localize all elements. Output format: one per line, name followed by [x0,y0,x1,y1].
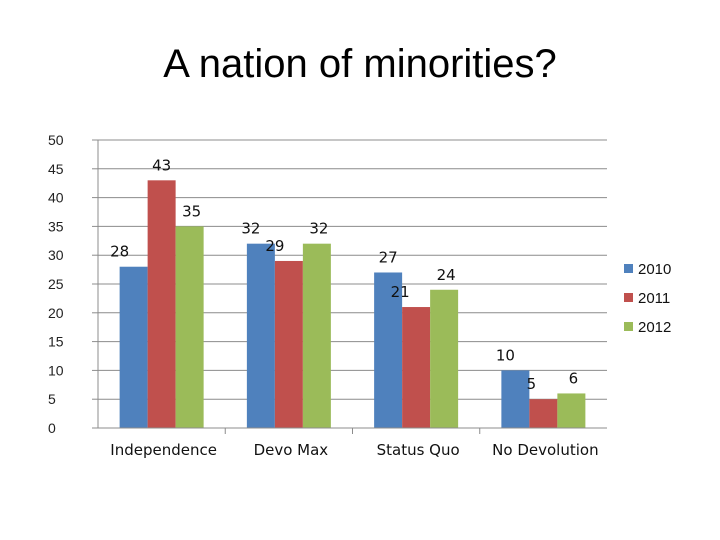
bars [119,180,586,428]
bar-2010-devo-max [246,243,275,428]
chart-title: A nation of minorities? [163,42,557,86]
data-label: 32 [309,220,328,238]
data-label: 32 [241,220,260,238]
y-axis-ticks: 0 5 10 15 20 25 30 35 40 45 50 [48,132,98,436]
x-category-label: Independence [110,441,217,459]
bar-2011-status-quo [402,307,431,428]
y-tick-label: 0 [48,420,56,436]
x-category-label: No Devolution [492,441,598,459]
bar-2012-no-devolution [557,393,586,428]
y-tick-label: 40 [48,190,64,206]
bar-2011-devo-max [274,260,303,428]
data-label: 6 [569,369,579,387]
bar-2010-status-quo [374,272,403,428]
legend: 2010 2011 2012 [624,261,671,336]
legend-swatch-2012 [624,322,633,331]
bar-2010-independence [119,266,148,428]
y-tick-label: 30 [48,247,64,263]
y-tick-label: 20 [48,305,64,321]
data-label: 10 [496,346,515,364]
legend-swatch-2010 [624,264,633,273]
data-label: 24 [437,266,456,284]
y-tick-label: 25 [48,276,64,292]
bar-2011-independence [147,180,176,428]
x-category-label: Status Quo [377,441,460,459]
x-category-label: Devo Max [254,441,329,459]
data-label: 43 [152,156,171,174]
x-axis-categories: Independence Devo Max Status Quo No Devolut… [110,441,598,459]
data-label: 21 [391,283,410,301]
legend-swatch-2011 [624,293,633,302]
y-tick-label: 45 [48,161,64,177]
legend-label-2012: 2012 [638,319,671,336]
data-label: 29 [265,237,284,255]
data-label: 5 [527,375,537,393]
data-labels: 28 43 35 32 29 32 27 21 24 10 5 6 [110,156,578,393]
y-tick-label: 35 [48,218,64,234]
y-tick-label: 15 [48,334,64,350]
data-label: 27 [379,248,398,266]
bar-2012-devo-max [302,243,331,428]
bar-2012-status-quo [430,289,459,428]
axes [97,140,607,434]
legend-label-2010: 2010 [638,261,671,278]
y-tick-label: 50 [48,132,64,148]
y-tick-label: 5 [48,391,56,407]
bar-2011-no-devolution [529,399,558,428]
data-label: 35 [182,202,201,220]
y-tick-label: 10 [48,362,64,378]
data-label: 28 [110,243,129,261]
legend-label-2011: 2011 [638,290,670,307]
bar-2010-no-devolution [501,370,530,428]
bar-2012-independence [175,226,204,428]
